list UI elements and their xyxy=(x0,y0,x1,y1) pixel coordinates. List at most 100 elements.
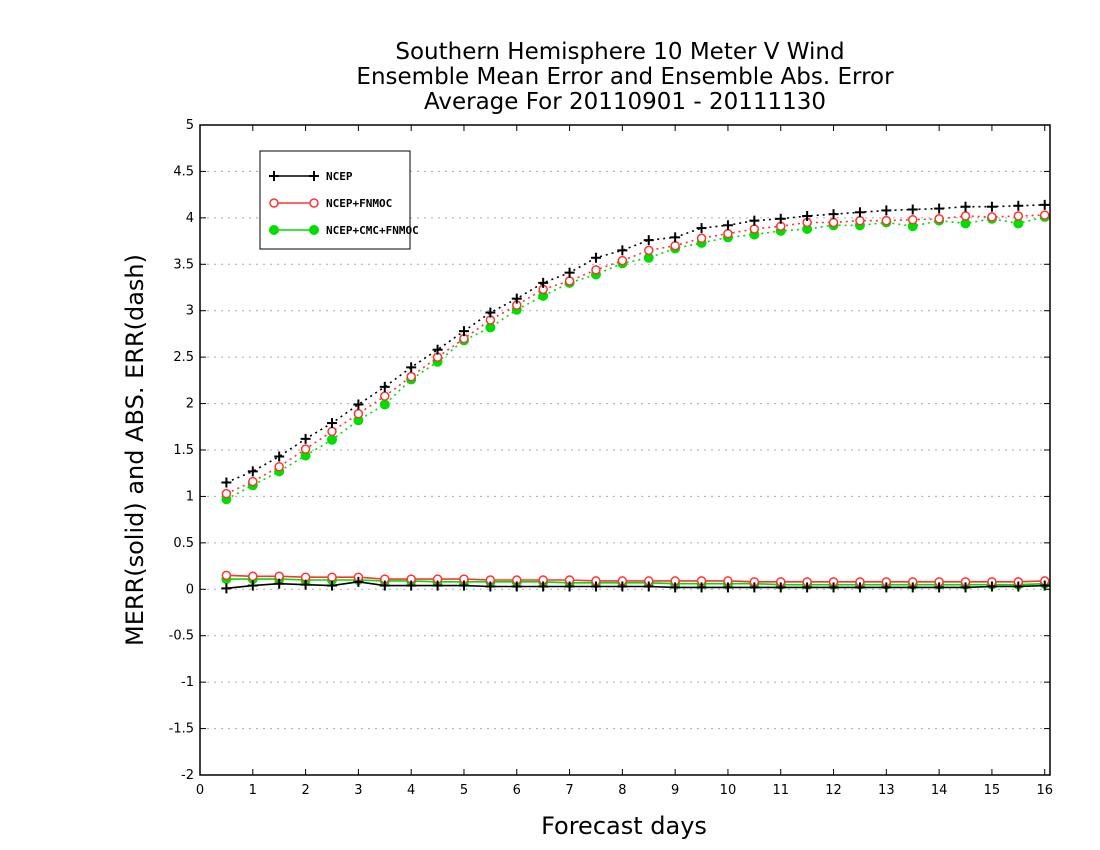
mean-error-point xyxy=(828,582,839,593)
abs-error-point xyxy=(617,255,628,266)
abs-error-point xyxy=(432,344,443,355)
y-tick-label: -2 xyxy=(181,768,194,783)
chart-title-line-2: Ensemble Mean Error and Ensemble Abs. Er… xyxy=(356,64,894,90)
abs-error-point xyxy=(326,418,337,429)
mean-error-point xyxy=(248,571,258,582)
legend-label: NCEP+CMC+FNMOC xyxy=(326,224,419,237)
legend-marker xyxy=(269,225,279,235)
y-tick-label: 0.5 xyxy=(173,536,194,551)
abs-error-point xyxy=(247,466,258,477)
mean-error-point xyxy=(564,581,575,592)
mean-error-point xyxy=(986,581,997,592)
x-tick-label: 6 xyxy=(513,783,521,798)
abs-error-point xyxy=(248,476,258,487)
x-tick-label: 4 xyxy=(407,783,415,798)
mean-error-point xyxy=(432,580,443,591)
y-tick-label: 5 xyxy=(186,118,194,133)
mean-error-point xyxy=(300,579,311,590)
x-tick-label: 11 xyxy=(772,783,789,798)
abs-error-point xyxy=(1039,199,1050,210)
y-tick-label: 4 xyxy=(186,211,194,226)
abs-error-point xyxy=(485,307,496,318)
abs-error-point xyxy=(828,217,839,228)
abs-error-point xyxy=(353,399,364,410)
series-layer xyxy=(221,199,1050,594)
y-tick-label: -1 xyxy=(181,675,194,690)
abs-error-point xyxy=(855,215,865,226)
x-tick-label: 5 xyxy=(460,783,468,798)
y-tick-label: 1 xyxy=(186,489,194,504)
mean-error-point xyxy=(881,582,892,593)
abs-error-point xyxy=(670,240,680,251)
y-tick-label: -0.5 xyxy=(169,629,194,644)
abs-error-point xyxy=(934,214,944,224)
x-tick-label: 2 xyxy=(301,783,309,798)
legend-box xyxy=(259,150,411,250)
abs-error-point xyxy=(881,205,892,216)
abs-error-point xyxy=(458,326,469,337)
mean-error-point xyxy=(722,582,733,593)
mean-error-point xyxy=(1039,580,1050,591)
gridlines xyxy=(200,170,1050,730)
axis-ticks: -2-1.5-1-0.500.511.522.533.544.550 1 2 3 4 5 6… xyxy=(169,118,1053,798)
mean-error-point xyxy=(327,572,337,582)
abs-error-point xyxy=(749,215,760,226)
abs-error-point xyxy=(722,220,733,231)
abs-error-point xyxy=(670,232,681,243)
legend-items: NCEP NCEP+FNMOC NCEP+CMC+FNMOC xyxy=(269,170,419,237)
mean-error-point xyxy=(511,581,522,592)
y-axis-label: MERR(solid) and ABS. ERR(dash) xyxy=(121,254,149,646)
abs-error-point xyxy=(564,276,575,286)
mean-error-point xyxy=(696,582,707,593)
plot-frame xyxy=(199,124,1051,776)
abs-error-point xyxy=(1013,200,1024,211)
abs-error-point xyxy=(353,409,364,419)
x-tick-label: 7 xyxy=(565,783,573,798)
y-tick-label: 0 xyxy=(186,582,194,597)
chart-title-line-1: Southern Hemisphere 10 Meter V Wind xyxy=(395,39,844,65)
mean-error-point xyxy=(590,581,601,592)
legend-label: NCEP xyxy=(326,170,353,183)
abs-error-point xyxy=(643,235,654,246)
mean-error-point xyxy=(406,580,417,591)
abs-error-point xyxy=(696,233,707,244)
abs-error-point xyxy=(960,211,971,221)
abs-error-point xyxy=(221,488,232,499)
abs-error-point xyxy=(907,214,918,225)
abs-error-point xyxy=(221,477,232,488)
abs-error-point xyxy=(696,223,707,234)
abs-error-point xyxy=(380,391,390,401)
mean-error-point xyxy=(538,581,549,592)
abs-error-point xyxy=(590,252,601,263)
y-tick-label: 1.5 xyxy=(173,443,194,458)
series-ncep-fnmoc xyxy=(221,210,1050,587)
abs-error-point xyxy=(326,434,337,445)
mean-error-point xyxy=(854,582,865,593)
x-tick-label: 16 xyxy=(1036,783,1053,798)
abs-error-point xyxy=(960,201,971,212)
mean-error-point xyxy=(1013,581,1024,592)
mean-error-point xyxy=(643,581,654,592)
abs-error-point xyxy=(511,293,522,304)
abs-error-point xyxy=(406,362,417,373)
mean-error-point xyxy=(617,581,628,592)
mean-error-point xyxy=(221,570,232,581)
mean-error-point xyxy=(247,580,258,591)
x-tick-label: 13 xyxy=(878,783,895,798)
abs-error-point xyxy=(802,211,813,221)
legend-marker xyxy=(309,171,319,181)
x-tick-label: 12 xyxy=(825,783,842,798)
legend-marker xyxy=(269,171,279,181)
abs-error-point xyxy=(723,228,733,239)
legend-marker xyxy=(309,198,319,208)
mean-error-point xyxy=(907,582,918,593)
y-tick-label: 3 xyxy=(186,304,194,319)
legend-label: NCEP+FNMOC xyxy=(326,197,392,210)
x-tick-label: 3 xyxy=(354,783,362,798)
abs-error-point xyxy=(300,433,311,444)
legend-item: NCEP xyxy=(269,170,353,183)
abs-error-point xyxy=(1013,211,1024,221)
legend-item: NCEP+FNMOC xyxy=(269,197,392,210)
mean-error-point xyxy=(326,580,337,591)
